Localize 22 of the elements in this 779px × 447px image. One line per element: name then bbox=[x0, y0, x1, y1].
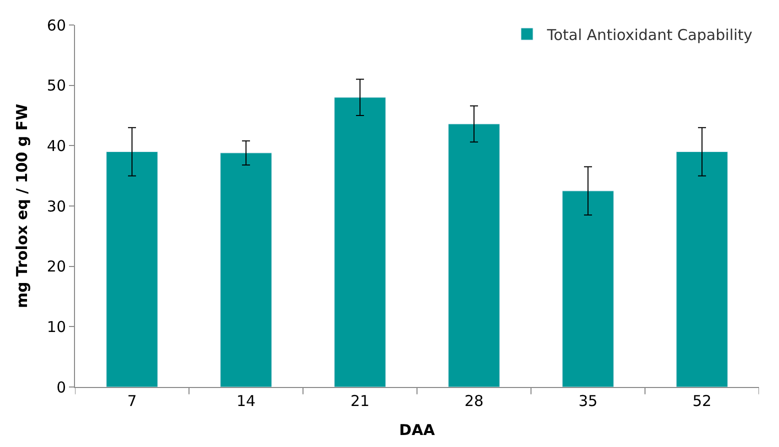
bar bbox=[676, 151, 728, 387]
bar bbox=[562, 190, 614, 387]
x-tick-label: 14 bbox=[236, 392, 256, 410]
x-tick-label: 35 bbox=[578, 392, 598, 410]
y-axis-title: mg Trolox eq / 100 g FW bbox=[13, 103, 32, 308]
bar bbox=[220, 152, 272, 387]
bar bbox=[106, 151, 158, 387]
y-tick-label: 20 bbox=[46, 258, 66, 276]
y-tick-label: 30 bbox=[46, 197, 66, 216]
y-tick-label: 0 bbox=[56, 378, 66, 396]
bar bbox=[334, 97, 386, 387]
x-tick-label: 28 bbox=[464, 392, 484, 410]
y-tick-label: 40 bbox=[46, 136, 66, 155]
legend-label: Total Antioxidant Capability bbox=[546, 26, 753, 44]
y-tick-label: 10 bbox=[46, 318, 66, 336]
x-axis-title: DAA bbox=[399, 421, 436, 439]
y-tick-label: 50 bbox=[46, 76, 66, 95]
y-tick-label: 60 bbox=[46, 16, 66, 34]
x-tick-label: 52 bbox=[692, 392, 712, 410]
x-tick-label: 7 bbox=[127, 392, 137, 410]
bar bbox=[448, 124, 500, 387]
x-tick-label: 21 bbox=[350, 392, 370, 410]
